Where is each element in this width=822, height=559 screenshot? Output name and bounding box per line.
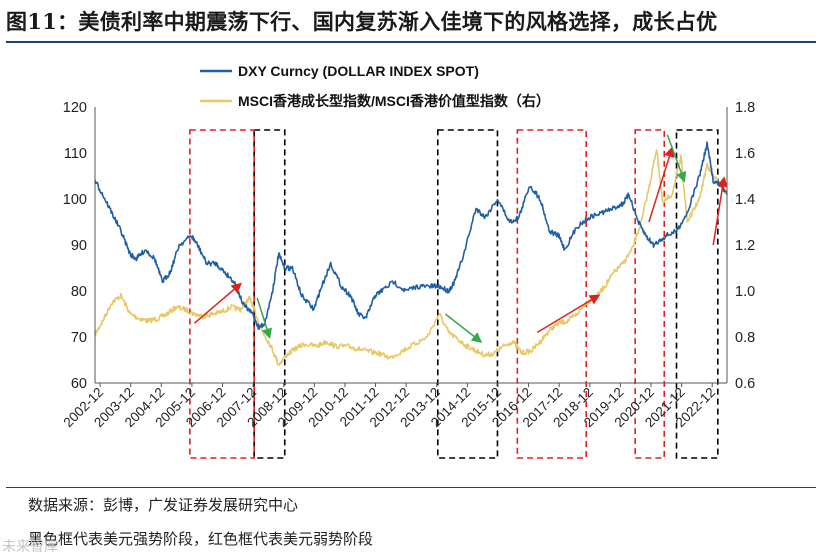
source-note: 数据来源：彭博，广发证券发展研究中心	[28, 496, 299, 514]
left-tick-label: 120	[63, 100, 87, 116]
legend: DXY Curncy (DOLLAR INDEX SPOT) MSCI香港成长型…	[200, 63, 550, 109]
left-tick-label: 90	[71, 238, 87, 254]
green-arrow-0	[256, 297, 272, 340]
red-arrow-2	[648, 146, 675, 223]
right-tick-label: 0.8	[735, 330, 755, 346]
footer-rule	[6, 487, 816, 488]
left-tick-label: 70	[71, 330, 87, 346]
green-arrow-1	[444, 313, 483, 343]
weak-dollar-box-1	[516, 129, 588, 459]
legend-label-msci: MSCI香港成长型指数/MSCI香港价值型指数（右）	[238, 93, 550, 109]
right-tick-label: 1.4	[735, 192, 755, 208]
red-arrow-1	[536, 294, 601, 334]
right-tick-label: 1.0	[735, 284, 755, 300]
right-tick-label: 1.8	[735, 100, 755, 116]
axes: 120110100908070601.81.61.41.21.00.80.620…	[61, 100, 756, 430]
series-lines	[94, 141, 728, 367]
strong-dollar-box-0	[253, 129, 286, 459]
left-tick-label: 60	[71, 376, 87, 392]
strong-dollar-box-1	[436, 129, 499, 459]
left-tick-label: 80	[71, 284, 87, 300]
red-arrow-3	[712, 176, 728, 246]
green-arrow-2	[666, 134, 687, 183]
left-tick-label: 110	[64, 146, 87, 162]
weak-dollar-box-0	[189, 129, 255, 459]
figure-title: 图11：美债利率中期震荡下行、国内复苏渐入佳境下的风格选择，成长占优	[6, 9, 718, 34]
right-tick-label: 0.6	[735, 376, 755, 392]
trend-arrows	[193, 134, 728, 343]
title-rule	[6, 41, 816, 43]
period-boxes	[189, 129, 719, 459]
left-tick-label: 100	[63, 192, 87, 208]
weak-dollar-box-2	[634, 129, 666, 459]
watermark: 未来智库	[2, 539, 58, 555]
series-line-msci	[94, 149, 728, 367]
strong-dollar-box-2	[675, 129, 719, 459]
red-arrow-0	[193, 282, 242, 324]
legend-label-dxy: DXY Curncy (DOLLAR INDEX SPOT)	[238, 63, 479, 79]
right-tick-label: 1.2	[735, 238, 755, 254]
right-tick-label: 1.6	[735, 146, 755, 162]
series-line-dxy	[94, 141, 728, 330]
box-legend-note: 黑色框代表美元强势阶段，红色框代表美元弱势阶段	[28, 530, 374, 548]
